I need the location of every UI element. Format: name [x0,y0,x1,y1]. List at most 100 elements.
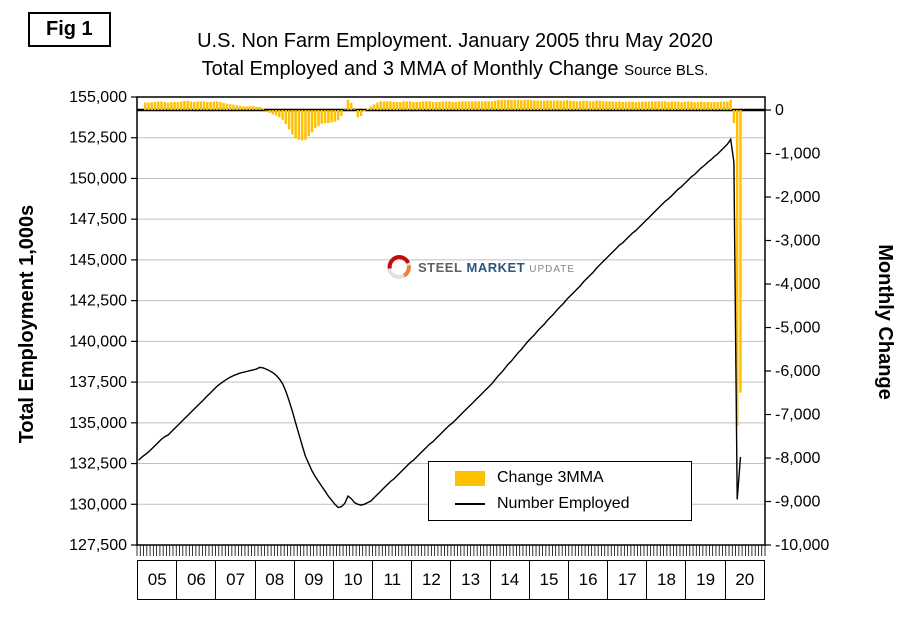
bar-change-3mma [713,102,716,111]
bar-change-3mma [709,102,713,111]
bar-change-3mma [562,100,566,111]
bar-change-3mma [418,102,422,111]
bar-change-3mma [549,100,552,111]
bar-change-3mma [363,110,366,112]
bar-change-3mma [359,110,363,116]
bar-change-3mma [150,102,153,111]
x-axis-year-label: 16 [567,560,609,600]
bar-change-3mma [300,110,304,141]
bar-change-3mma [314,110,317,129]
x-axis-year-label: 08 [254,560,295,600]
legend-bar-label: Change 3MMA [497,469,604,487]
bar-change-3mma [193,102,196,111]
bar-change-3mma [307,110,310,137]
x-axis-year-label: 07 [215,560,256,600]
bar-change-3mma [336,110,340,121]
bar-change-3mma [435,102,438,111]
bar-change-3mma [225,103,229,111]
watermark-word-steel: STEEL [418,259,463,275]
bar-change-3mma [405,101,409,111]
bar-change-3mma [608,101,611,111]
bar-change-3mma [624,101,628,111]
x-axis-year-label: 10 [332,560,374,600]
y2-axis-tick-label: -7,000 [775,407,820,424]
y-axis-tick-label: 140,000 [69,333,127,350]
bar-change-3mma [186,100,189,111]
bar-change-3mma [278,110,281,118]
y2-axis-tick-label: -10,000 [775,537,829,554]
bar-change-3mma [660,101,664,111]
bar-change-3mma [526,99,530,111]
source-note: Source BLS. [624,62,709,79]
watermark-logo: STEEL MARKET UPDATE [386,254,575,280]
bar-change-3mma [510,100,513,111]
bar-change-3mma [474,101,477,111]
bar-change-3mma [520,100,523,111]
chart-legend: Change 3MMA Number Employed [428,461,692,521]
bar-change-3mma [425,101,428,111]
bar-change-3mma [431,102,435,111]
bar-change-3mma [739,110,742,393]
bar-change-3mma [238,105,242,111]
bar-change-3mma [595,100,598,111]
y-axis-tick-label: 150,000 [69,170,127,187]
y2-axis-tick-label: -3,000 [775,233,820,250]
bar-change-3mma [654,101,657,111]
bar-change-3mma [189,101,193,111]
bar-change-3mma [454,102,458,111]
bar-change-3mma [408,101,412,111]
bar-change-3mma [732,110,736,124]
bar-change-3mma [585,100,588,111]
bar-change-3mma [366,108,369,111]
bar-change-3mma [340,110,343,116]
bar-change-3mma [179,101,183,111]
bar-change-3mma [153,101,157,111]
figure-number-label: Fig 1 [46,18,93,40]
y-axis-tick-label: 130,000 [69,496,127,513]
bar-change-3mma [330,110,333,123]
x-axis-year-label: 14 [489,560,531,600]
bar-change-3mma [628,101,631,111]
bar-change-3mma [536,100,539,111]
legend-bar-swatch [455,470,485,486]
bar-change-3mma [500,100,503,111]
bar-change-3mma [389,101,392,111]
bar-change-3mma [670,101,673,111]
bar-change-3mma [686,101,690,111]
bar-change-3mma [219,102,222,111]
bar-change-3mma [202,101,206,111]
bar-change-3mma [487,101,490,111]
bar-change-3mma [572,100,575,111]
bar-change-3mma [356,110,359,118]
bar-change-3mma [310,110,314,133]
bar-change-3mma [157,101,160,111]
bar-change-3mma [215,101,219,111]
y-axis-tick-label: 127,500 [69,537,127,554]
bar-change-3mma [271,110,274,115]
x-axis-year-label: 17 [607,560,648,600]
y-axis-tick-label: 142,500 [69,293,127,310]
y2-axis-tick-label: -9,000 [775,494,820,511]
y2-axis-tick-label: -8,000 [775,450,820,467]
bar-change-3mma [471,101,474,111]
bar-change-3mma [395,102,399,111]
bar-change-3mma [261,108,265,111]
bar-change-3mma [372,104,376,111]
bar-change-3mma [287,110,291,130]
bar-change-3mma [281,110,284,120]
watermark-word-update: UPDATE [529,263,576,275]
bar-change-3mma [333,110,337,122]
bar-change-3mma [399,102,402,111]
x-axis-year-label: 06 [176,560,217,600]
bar-change-3mma [183,100,186,111]
bar-change-3mma [588,101,592,111]
bar-change-3mma [621,102,624,111]
bar-change-3mma [703,102,706,111]
x-axis-year-label: 11 [372,560,413,600]
bar-change-3mma [598,100,602,111]
bar-change-3mma [268,110,271,113]
y-axis-tick-label: 145,000 [69,252,127,269]
bar-change-3mma [601,101,605,111]
bar-change-3mma [242,106,245,111]
bar-change-3mma [284,110,288,125]
